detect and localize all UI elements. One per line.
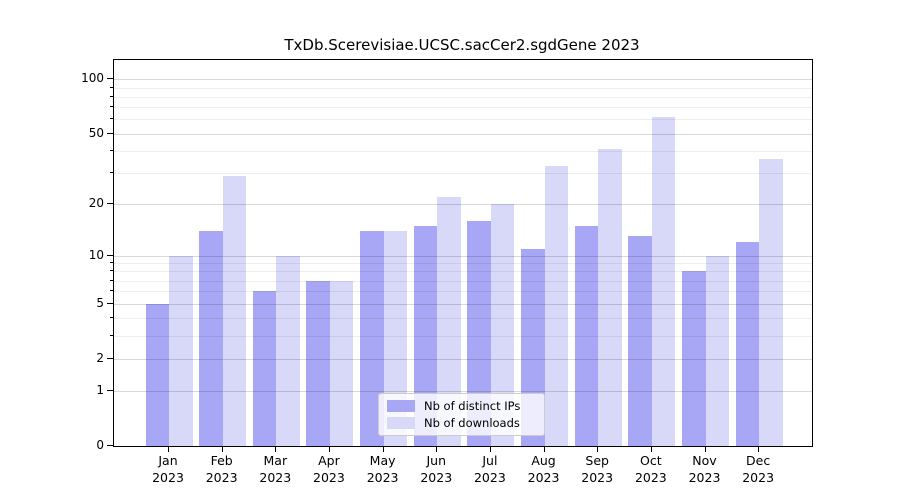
- y-minor-tick-4: [109, 317, 113, 319]
- x-tick-mar: [275, 446, 277, 452]
- y-tick-0: [107, 444, 113, 446]
- x-tick-label-jun: Jun 2023: [420, 453, 453, 485]
- y-tick-100: [107, 78, 113, 80]
- bar-distinct-ips-apr: [306, 280, 330, 446]
- bar-distinct-ips-oct: [628, 236, 652, 446]
- y-tick-label-0: 0: [96, 437, 104, 452]
- bar-distinct-ips-jul: [467, 220, 491, 446]
- bar-downloads-oct: [651, 116, 676, 446]
- legend-label-downloads: Nb of downloads: [424, 416, 520, 430]
- y-tick-label-100: 100: [81, 71, 104, 86]
- bar-downloads-sep: [598, 149, 622, 446]
- chart-title: TxDb.Scerevisiae.UCSC.sacCer2.sgdGene 20…: [284, 36, 640, 54]
- x-tick-dec: [758, 446, 760, 452]
- y-tick-label-2: 2: [96, 350, 104, 365]
- bar-distinct-ips-nov: [682, 271, 706, 446]
- x-tick-label-dec: Dec 2023: [742, 453, 775, 485]
- x-tick-sep: [597, 446, 599, 452]
- y-tick-label-1: 1: [96, 382, 104, 397]
- bar-downloads-feb: [222, 175, 247, 446]
- y-tick-20: [107, 203, 113, 205]
- x-tick-jun: [436, 446, 438, 452]
- legend-swatch-downloads: [387, 417, 415, 429]
- x-tick-label-may: May 2023: [366, 453, 399, 485]
- y-minor-tick-90: [109, 86, 113, 88]
- y-minor-tick-6: [109, 290, 113, 292]
- x-tick-label-feb: Feb 2023: [205, 453, 238, 485]
- bar-downloads-mar: [276, 255, 300, 446]
- bar-distinct-ips-feb: [199, 230, 223, 446]
- y-minor-tick-3: [109, 334, 113, 336]
- bar-distinct-ips-jan: [145, 303, 169, 446]
- y-tick-1: [107, 389, 113, 391]
- plot-area: Nb of distinct IPs Nb of downloads: [113, 59, 813, 447]
- y-minor-tick-8: [109, 270, 113, 272]
- y-tick-label-10: 10: [88, 247, 104, 262]
- bar-downloads-may: [383, 230, 408, 446]
- bar-distinct-ips-jun: [413, 225, 438, 446]
- legend: Nb of distinct IPs Nb of downloads: [378, 393, 545, 436]
- y-tick-label-50: 50: [88, 125, 104, 140]
- legend-item-downloads: Nb of downloads: [387, 416, 536, 430]
- legend-item-distinct-ips: Nb of distinct IPs: [387, 399, 536, 413]
- x-tick-label-mar: Mar 2023: [259, 453, 292, 485]
- bar-downloads-jul: [490, 204, 515, 446]
- y-tick-5: [107, 302, 113, 304]
- x-tick-aug: [543, 446, 545, 452]
- bar-downloads-nov: [705, 255, 729, 446]
- bar-downloads-apr: [329, 280, 354, 446]
- y-tick-10: [107, 254, 113, 256]
- y-minor-tick-30: [109, 172, 113, 174]
- bar-distinct-ips-dec: [735, 242, 760, 446]
- y-tick-label-5: 5: [96, 295, 104, 310]
- y-tick-50: [107, 132, 113, 134]
- bar-downloads-dec: [759, 159, 783, 446]
- bar-downloads-jun: [437, 196, 461, 446]
- x-tick-label-aug: Aug 2023: [527, 453, 560, 485]
- y-minor-tick-80: [109, 95, 113, 97]
- legend-label-distinct-ips: Nb of distinct IPs: [424, 399, 521, 413]
- legend-swatch-distinct-ips: [387, 400, 415, 412]
- y-tick-label-20: 20: [88, 196, 104, 211]
- x-tick-apr: [328, 446, 330, 452]
- y-minor-tick-60: [109, 118, 113, 120]
- x-tick-feb: [221, 446, 223, 452]
- x-tick-may: [382, 446, 384, 452]
- y-minor-tick-40: [109, 150, 113, 152]
- x-tick-label-sep: Sep 2023: [581, 453, 614, 485]
- y-minor-tick-7: [109, 279, 113, 281]
- bar-distinct-ips-may: [360, 230, 384, 446]
- bar-distinct-ips-mar: [252, 291, 277, 446]
- y-minor-tick-9: [109, 262, 113, 264]
- x-tick-label-apr: Apr 2023: [313, 453, 345, 485]
- x-tick-nov: [704, 446, 706, 452]
- x-tick-oct: [650, 446, 652, 452]
- x-tick-jan: [168, 446, 169, 452]
- bar-distinct-ips-sep: [574, 225, 599, 446]
- y-minor-tick-70: [109, 106, 113, 108]
- bar-downloads-jan: [169, 255, 193, 446]
- bars-layer: [114, 60, 812, 446]
- x-tick-jul: [489, 446, 491, 452]
- bar-downloads-aug: [544, 165, 569, 446]
- y-tick-2: [107, 357, 113, 359]
- x-tick-label-jul: Jul 2023: [473, 453, 506, 485]
- x-tick-label-jan: Jan 2023: [152, 453, 184, 485]
- x-tick-label-oct: Oct 2023: [634, 453, 667, 485]
- x-tick-label-nov: Nov 2023: [688, 453, 721, 485]
